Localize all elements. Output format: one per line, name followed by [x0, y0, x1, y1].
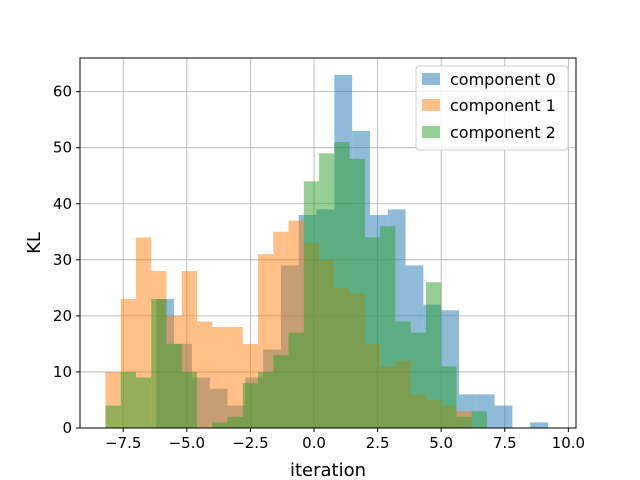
x-tick-label: 2.5 [366, 434, 390, 452]
histogram-bar [425, 282, 442, 428]
histogram-bar [364, 237, 381, 428]
legend-swatch-component-1 [422, 99, 440, 111]
histogram-bars [105, 74, 549, 429]
y-tick-label: 0 [62, 419, 72, 437]
histogram-bar [303, 181, 320, 428]
y-axis-title: KL [24, 232, 45, 254]
histogram-bar [494, 405, 513, 428]
histogram-bar [242, 383, 259, 428]
histogram-bar [120, 371, 136, 428]
histogram-bar [166, 343, 182, 428]
x-axis-ticks: −7.5 −5.0 −2.5 0.0 2.5 5.0 7.5 10.0 [105, 428, 585, 452]
histogram-bar [410, 332, 426, 428]
histogram-bar [227, 416, 243, 428]
x-axis-title: iteration [290, 460, 366, 480]
x-tick-label: −7.5 [105, 434, 141, 452]
x-tick-label: 7.5 [493, 434, 517, 452]
x-tick-label: 5.0 [429, 434, 453, 452]
legend: component 0 component 1 component 2 [415, 65, 569, 151]
histogram-bar [441, 366, 457, 428]
histogram-bar [212, 327, 228, 428]
histogram-bar [227, 327, 243, 428]
histogram-bar [395, 321, 411, 428]
y-tick-label: 20 [53, 307, 72, 325]
x-tick-label: 10.0 [552, 434, 585, 452]
legend-label-component-1: component 1 [450, 96, 556, 115]
x-tick-label: −2.5 [232, 434, 268, 452]
histogram-bar [471, 411, 487, 428]
legend-label-component-0: component 0 [450, 70, 556, 89]
histogram-bar [380, 226, 396, 428]
y-tick-label: 50 [53, 139, 72, 157]
histogram-bar [135, 377, 152, 428]
legend-label-component-2: component 2 [450, 123, 556, 142]
legend-box [415, 65, 569, 151]
y-axis-ticks: 0 10 20 30 40 50 60 [53, 83, 80, 437]
plot-frame [79, 57, 577, 429]
series-2-bars [105, 142, 487, 428]
histogram-bar [456, 416, 472, 428]
y-tick-label: 10 [53, 363, 72, 381]
histogram-bar [105, 405, 121, 428]
histogram-bar [151, 299, 167, 428]
x-tick-label: 0.0 [302, 434, 326, 452]
histogram-bar [334, 142, 350, 428]
legend-swatch-component-0 [422, 73, 440, 85]
y-tick-label: 60 [53, 83, 72, 101]
y-tick-label: 40 [53, 195, 72, 213]
histogram-bar [181, 371, 198, 428]
x-tick-label: −5.0 [169, 434, 205, 452]
legend-swatch-component-2 [422, 126, 440, 138]
histogram-bar [258, 371, 274, 428]
y-tick-label: 30 [53, 251, 72, 269]
histogram-bar [273, 355, 289, 428]
histogram-bar [212, 422, 228, 428]
histogram-bar [288, 332, 304, 428]
histogram-bar [349, 158, 365, 428]
histogram-bar [197, 321, 213, 428]
histogram-bar [530, 422, 549, 428]
histogram-bar [319, 153, 335, 428]
